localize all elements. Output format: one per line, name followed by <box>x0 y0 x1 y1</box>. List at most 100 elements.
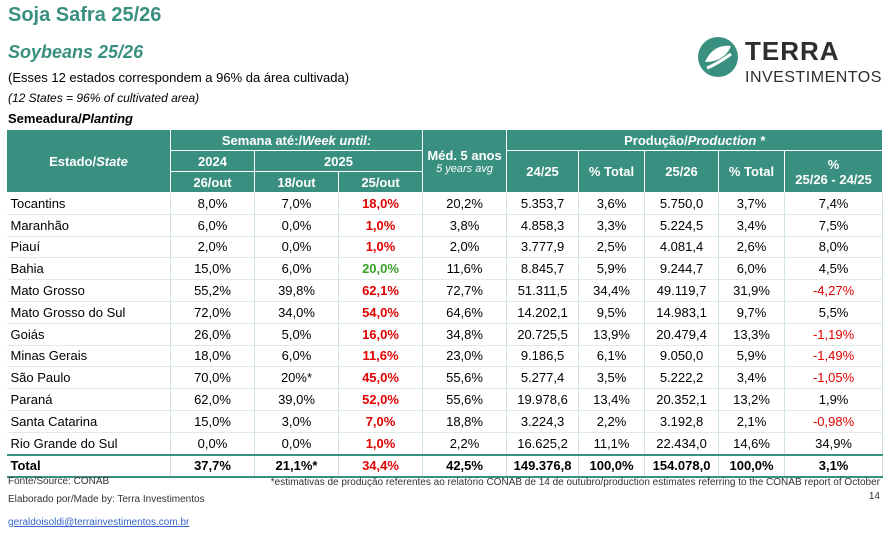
prod-2425: 9.186,5 <box>506 345 580 368</box>
pct-18out: 7,0% <box>254 192 339 215</box>
avg-5yr: 34,8% <box>422 323 508 346</box>
pct-total-1: 5,9% <box>578 257 646 281</box>
table-row: Bahia 15,0% 6,0% 20,0% 11,6% 8.845,7 5,9% 9.244… <box>6 257 884 281</box>
variation: 5,5% <box>784 301 884 324</box>
pct-2024: 15,0% <box>170 257 255 281</box>
prod-2425: 5.353,7 <box>506 192 580 215</box>
prod-2425: 51.311,5 <box>506 279 580 302</box>
email-link[interactable]: geraldoisoldi@terrainvestimentos.com.br <box>8 517 190 528</box>
pct-total-2: 3,7% <box>718 192 786 215</box>
prod-2425: 3.777,9 <box>506 236 580 259</box>
table-row: Maranhão 6,0% 0,0% 1,0% 3,8% 4.858,3 3,3% 5.224… <box>6 214 884 237</box>
pct-total-1: 11,1% <box>578 432 646 456</box>
state-name: Maranhão <box>6 214 171 237</box>
avg-5yr: 18,8% <box>422 410 508 433</box>
header-pct-total-1: % Total <box>578 150 646 193</box>
prod-2526: 9.244,7 <box>644 257 720 281</box>
variation: 7,4% <box>784 192 884 215</box>
source-note: Fonte/Source: CONAB <box>8 476 110 487</box>
page-title: Soja Safra 25/26 <box>8 4 162 26</box>
pct-2024: 6,0% <box>170 214 255 237</box>
table-row: Santa Catarina 15,0% 3,0% 7,0% 18,8% 3.224,3 2… <box>6 410 884 433</box>
pct-total-2: 13,3% <box>718 323 786 346</box>
variation: -4,27% <box>784 279 884 302</box>
avg-5yr: 3,8% <box>422 214 508 237</box>
pct-18out: 0,0% <box>254 214 339 237</box>
planting-table: Estado/State Semana até:/Week until: Méd… <box>6 129 884 478</box>
header-5yr-avg: Méd. 5 anos 5 years avg <box>422 129 508 193</box>
header-year-2024: 2024 <box>170 150 255 172</box>
pct-18out: 39,0% <box>254 388 339 411</box>
terra-logo: TERRA INVESTIMENTOS <box>697 36 887 96</box>
state-name: Tocantins <box>6 192 171 215</box>
header-date-2: 18/out <box>254 171 339 193</box>
table-row: Mato Grosso 55,2% 39,8% 62,1% 72,7% 51.311,5 3… <box>6 279 884 302</box>
avg-5yr: 11,6% <box>422 257 508 281</box>
prod-2526: 5.222,2 <box>644 366 720 390</box>
pct-total-1: 2,2% <box>578 410 646 433</box>
pct-total-2: 3,4% <box>718 214 786 237</box>
state-name: Mato Grosso <box>6 279 171 302</box>
pct-18out: 6,0% <box>254 345 339 368</box>
pct-18out: 0,0% <box>254 432 339 456</box>
pct-25out: 16,0% <box>338 323 424 346</box>
page-subtitle: Soybeans 25/26 <box>8 42 144 62</box>
prod-2526: 49.119,7 <box>644 279 720 302</box>
pct-25out: 7,0% <box>338 410 424 433</box>
header-date-1: 26/out <box>170 171 255 193</box>
pct-total-2: 6,0% <box>718 257 786 281</box>
table-row: Minas Gerais 18,0% 6,0% 11,6% 23,0% 9.186,5 6,… <box>6 345 884 368</box>
pct-18out: 0,0% <box>254 236 339 259</box>
pct-25out: 18,0% <box>338 192 424 215</box>
pct-2024: 26,0% <box>170 323 255 346</box>
pct-2024: 70,0% <box>170 366 255 390</box>
pct-total-1: 6,1% <box>578 345 646 368</box>
prod-2526: 4.081,4 <box>644 236 720 259</box>
made-by-note: Elaborado por/Made by: Terra Investiment… <box>8 494 205 505</box>
pct-18out: 34,0% <box>254 301 339 324</box>
terra-leaf-icon <box>698 37 738 77</box>
prod-2425: 20.725,5 <box>506 323 580 346</box>
variation: -1,05% <box>784 366 884 390</box>
pct-total-2: 3,4% <box>718 366 786 390</box>
pct-total-1: 3,3% <box>578 214 646 237</box>
avg-5yr: 72,7% <box>422 279 508 302</box>
total-pct-2: 100,0% <box>718 453 786 478</box>
pct-25out: 11,6% <box>338 345 424 368</box>
state-name: Bahia <box>6 257 171 281</box>
prod-2526: 5.224,5 <box>644 214 720 237</box>
state-name: Santa Catarina <box>6 410 171 433</box>
total-18out: 21,1%* <box>254 453 339 478</box>
prod-2425: 8.845,7 <box>506 257 580 281</box>
prod-2425: 14.202,1 <box>506 301 580 324</box>
pct-25out: 45,0% <box>338 366 424 390</box>
section-label-en: Planting <box>81 111 133 126</box>
pct-25out: 62,1% <box>338 279 424 302</box>
pct-2024: 2,0% <box>170 236 255 259</box>
variation: -1,19% <box>784 323 884 346</box>
state-name: Rio Grande do Sul <box>6 432 171 456</box>
logo-subtitle: INVESTIMENTOS <box>745 69 882 86</box>
variation: 34,9% <box>784 432 884 456</box>
section-label-pt: Semeadura/ <box>8 111 82 126</box>
section-label: Semeadura/Planting <box>8 111 133 126</box>
table-row: Tocantins 8,0% 7,0% 18,0% 20,2% 5.353,7 3,6% 5.… <box>6 192 884 215</box>
prod-2526: 20.352,1 <box>644 388 720 411</box>
pct-total-1: 34,4% <box>578 279 646 302</box>
pct-total-2: 2,6% <box>718 236 786 259</box>
pct-25out: 52,0% <box>338 388 424 411</box>
pct-18out: 3,0% <box>254 410 339 433</box>
prod-2425: 19.978,6 <box>506 388 580 411</box>
pct-total-2: 14,6% <box>718 432 786 456</box>
pct-18out: 6,0% <box>254 257 339 281</box>
pct-25out: 54,0% <box>338 301 424 324</box>
pct-18out: 39,8% <box>254 279 339 302</box>
variation: -1,49% <box>784 345 884 368</box>
header-2425: 24/25 <box>506 150 580 193</box>
pct-2024: 8,0% <box>170 192 255 215</box>
variation: 1,9% <box>784 388 884 411</box>
state-name: Paraná <box>6 388 171 411</box>
prod-2526: 20.479,4 <box>644 323 720 346</box>
prod-2526: 14.983,1 <box>644 301 720 324</box>
total-prod-2425: 149.376,8 <box>506 453 580 478</box>
